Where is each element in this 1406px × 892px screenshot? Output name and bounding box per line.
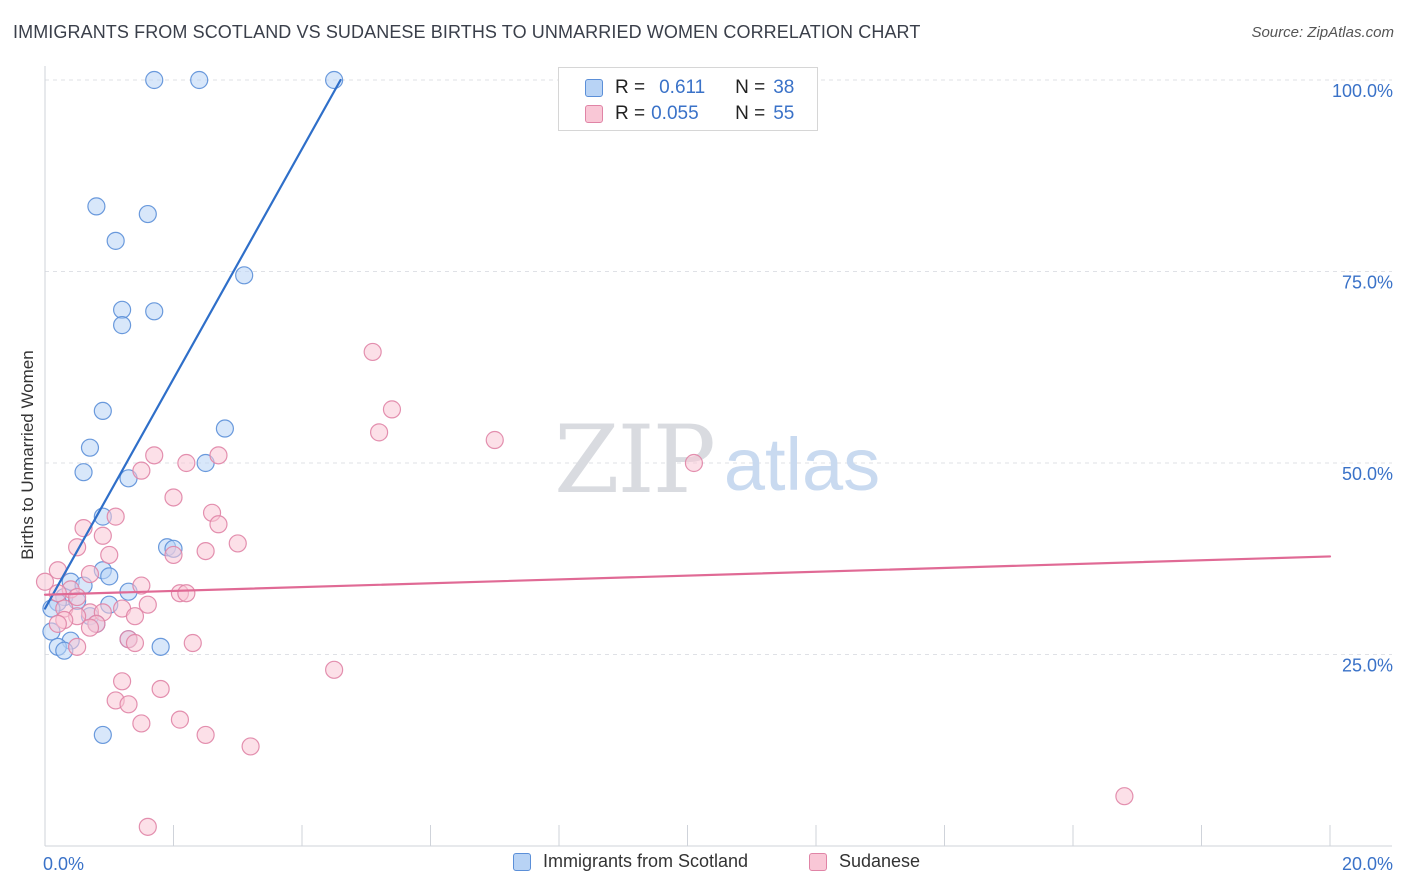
scotland-point[interactable] [87, 197, 106, 216]
scotland-point[interactable] [93, 401, 112, 421]
legend-item-sudanese[interactable]: Sudanese [809, 851, 920, 872]
x-tick-label-min: 0.0% [43, 854, 84, 874]
sudanese-point[interactable] [145, 446, 164, 465]
scotland-point[interactable] [145, 302, 164, 321]
scotland-point[interactable] [145, 70, 164, 90]
legend-item-scotland[interactable]: Immigrants from Scotland [513, 851, 748, 872]
sudanese-point[interactable] [106, 507, 125, 526]
sudanese-point[interactable] [48, 614, 67, 633]
sudanese-point[interactable] [241, 737, 260, 756]
scotland-point[interactable] [106, 231, 125, 250]
sudanese-point[interactable] [151, 679, 170, 699]
r-label: R = [615, 103, 646, 124]
grid-layer [45, 79, 1392, 655]
sudanese-point[interactable] [177, 584, 196, 603]
scotland-point[interactable] [138, 204, 157, 224]
r-value: 0.611 [659, 77, 706, 98]
sudanese-swatch [585, 105, 603, 123]
sudanese-point[interactable] [1115, 787, 1134, 806]
scotland-point[interactable] [74, 463, 93, 482]
scotland-point[interactable] [112, 300, 132, 319]
sudanese-point[interactable] [80, 618, 100, 637]
sudanese-point[interactable] [228, 534, 247, 553]
r-value: 0.055 [651, 103, 699, 124]
sudanese-point[interactable] [684, 453, 704, 473]
source-credit: Source: ZipAtlas.com [1251, 24, 1394, 41]
stats-legend-row-sudanese: R = 0.055 N = 55 [585, 101, 794, 127]
stats-legend: R = 0.611 N = 38 R = 0.055 N = 55 [558, 67, 818, 131]
scotland-point[interactable] [215, 419, 234, 438]
sudanese-point[interactable] [119, 695, 138, 714]
sudanese-point[interactable] [138, 595, 157, 614]
legend-label-scotland: Immigrants from Scotland [543, 851, 749, 871]
x-tick-label-max: 20.0% [1342, 854, 1393, 874]
sudanese-point[interactable] [132, 461, 151, 480]
watermark-atlas: atlas [724, 423, 880, 506]
sudanese-point[interactable] [209, 446, 228, 465]
sudanese-point[interactable] [485, 430, 504, 450]
trend-layer [43, 78, 1332, 610]
sudanese-point[interactable] [93, 526, 112, 545]
r-label: R = [615, 77, 646, 98]
sudanese-point[interactable] [132, 714, 151, 733]
sudanese-point[interactable] [164, 545, 183, 565]
legend-label-sudanese: Sudanese [839, 851, 921, 871]
sudanese-point[interactable] [138, 817, 157, 836]
scotland-trend-line [43, 78, 342, 610]
scotland-legend-swatch [513, 852, 531, 871]
scotland-point[interactable] [112, 316, 132, 335]
sudanese-point[interactable] [112, 672, 132, 691]
y-tick-label: 50.0% [1342, 464, 1393, 484]
n-value: 38 [773, 77, 795, 98]
sudanese-point[interactable] [68, 637, 87, 656]
sudanese-point[interactable] [325, 660, 344, 679]
sudanese-point[interactable] [177, 453, 196, 473]
scotland-swatch [585, 79, 603, 97]
sudanese-point[interactable] [363, 342, 382, 362]
y-tick-label: 100.0% [1332, 81, 1393, 101]
points-layer [35, 70, 1134, 836]
n-label: N = [735, 103, 766, 124]
scotland-point[interactable] [235, 266, 254, 285]
sudanese-point[interactable] [382, 400, 402, 419]
sudanese-point[interactable] [370, 423, 389, 442]
scotland-point[interactable] [190, 70, 209, 90]
chart-title: IMMIGRANTS FROM SCOTLAND VS SUDANESE BIR… [13, 22, 921, 42]
sudanese-point[interactable] [125, 607, 145, 626]
stats-legend-row-scotland: R = 0.611 N = 38 [585, 75, 794, 101]
axis-layer [44, 66, 1392, 847]
sudanese-point[interactable] [132, 576, 151, 595]
series-legend: Immigrants from Scotland Sudanese [0, 851, 1406, 877]
scotland-point[interactable] [93, 725, 112, 745]
tick-labels-layer: 25.0% 50.0% 75.0% 100.0% 0.0% 20.0% [43, 81, 1393, 874]
y-tick-label: 25.0% [1342, 656, 1393, 676]
n-value: 55 [773, 103, 795, 124]
sudanese-point[interactable] [209, 515, 228, 534]
sudanese-point[interactable] [125, 633, 145, 653]
sudanese-trend-line [43, 555, 1332, 596]
scotland-point[interactable] [80, 438, 100, 457]
n-label: N = [735, 77, 766, 98]
sudanese-point[interactable] [100, 545, 119, 565]
sudanese-point[interactable] [35, 572, 55, 591]
scotland-point[interactable] [151, 637, 170, 656]
sudanese-point[interactable] [80, 564, 100, 584]
y-tick-label: 75.0% [1342, 273, 1393, 293]
sudanese-legend-swatch [809, 852, 827, 871]
sudanese-point[interactable] [196, 725, 215, 745]
scotland-point[interactable] [100, 567, 119, 586]
watermark: ZIP atlas [554, 406, 880, 515]
sudanese-point[interactable] [183, 633, 202, 653]
sudanese-point[interactable] [196, 541, 215, 561]
sudanese-point[interactable] [164, 488, 183, 507]
sudanese-point[interactable] [170, 710, 190, 729]
